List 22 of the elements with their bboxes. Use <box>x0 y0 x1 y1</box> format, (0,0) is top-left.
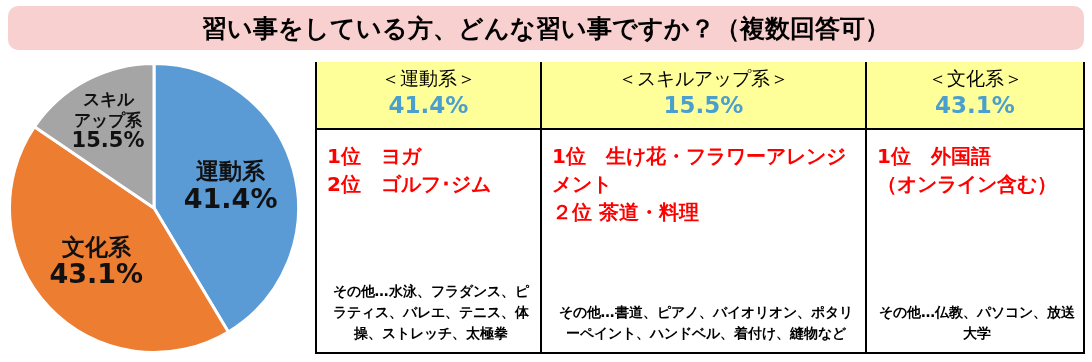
slice-label: 文化系 <box>60 233 132 260</box>
data-label: 43.1% <box>49 258 144 290</box>
text: 2位 ゴルフ･ジム <box>327 171 492 198</box>
text: 1位 外国語 <box>877 143 992 170</box>
data-label: 15.5% <box>71 128 145 153</box>
text: 41.4% <box>387 92 470 118</box>
text: （オンライン含む） <box>877 171 1058 198</box>
text: 1位 ヨガ <box>327 143 423 170</box>
text: ＜スキルアップ系＞ <box>617 66 790 91</box>
slice-label: スキルアップ系 <box>74 89 144 130</box>
text: 15.5% <box>662 92 745 118</box>
text: ＜文化系＞ <box>926 66 1024 91</box>
text: 43.1% <box>934 92 1016 118</box>
data-label: 41.4% <box>183 182 278 214</box>
text: 1位 生け花・フラワーアレンジメント <box>552 143 847 198</box>
text: その他…水泳、フラダンス、ピラティス、バレエ、テニス、体操、ストレッチ、太極拳 <box>331 282 530 343</box>
text: ２位 茶道・料理 <box>552 199 700 226</box>
text: 習い事をしている方、どんな習い事ですか？（複数回答可） <box>202 12 890 45</box>
slice-label: 運動系 <box>196 157 267 184</box>
text: ＜運動系＞ <box>380 66 477 91</box>
text: その他…書道、ピアノ、バイオリオン、ポタリーペイント、ハンドベル、着付け、縫物など <box>557 303 854 343</box>
text: その他…仏教、パソコン、放送大学 <box>878 303 1076 343</box>
